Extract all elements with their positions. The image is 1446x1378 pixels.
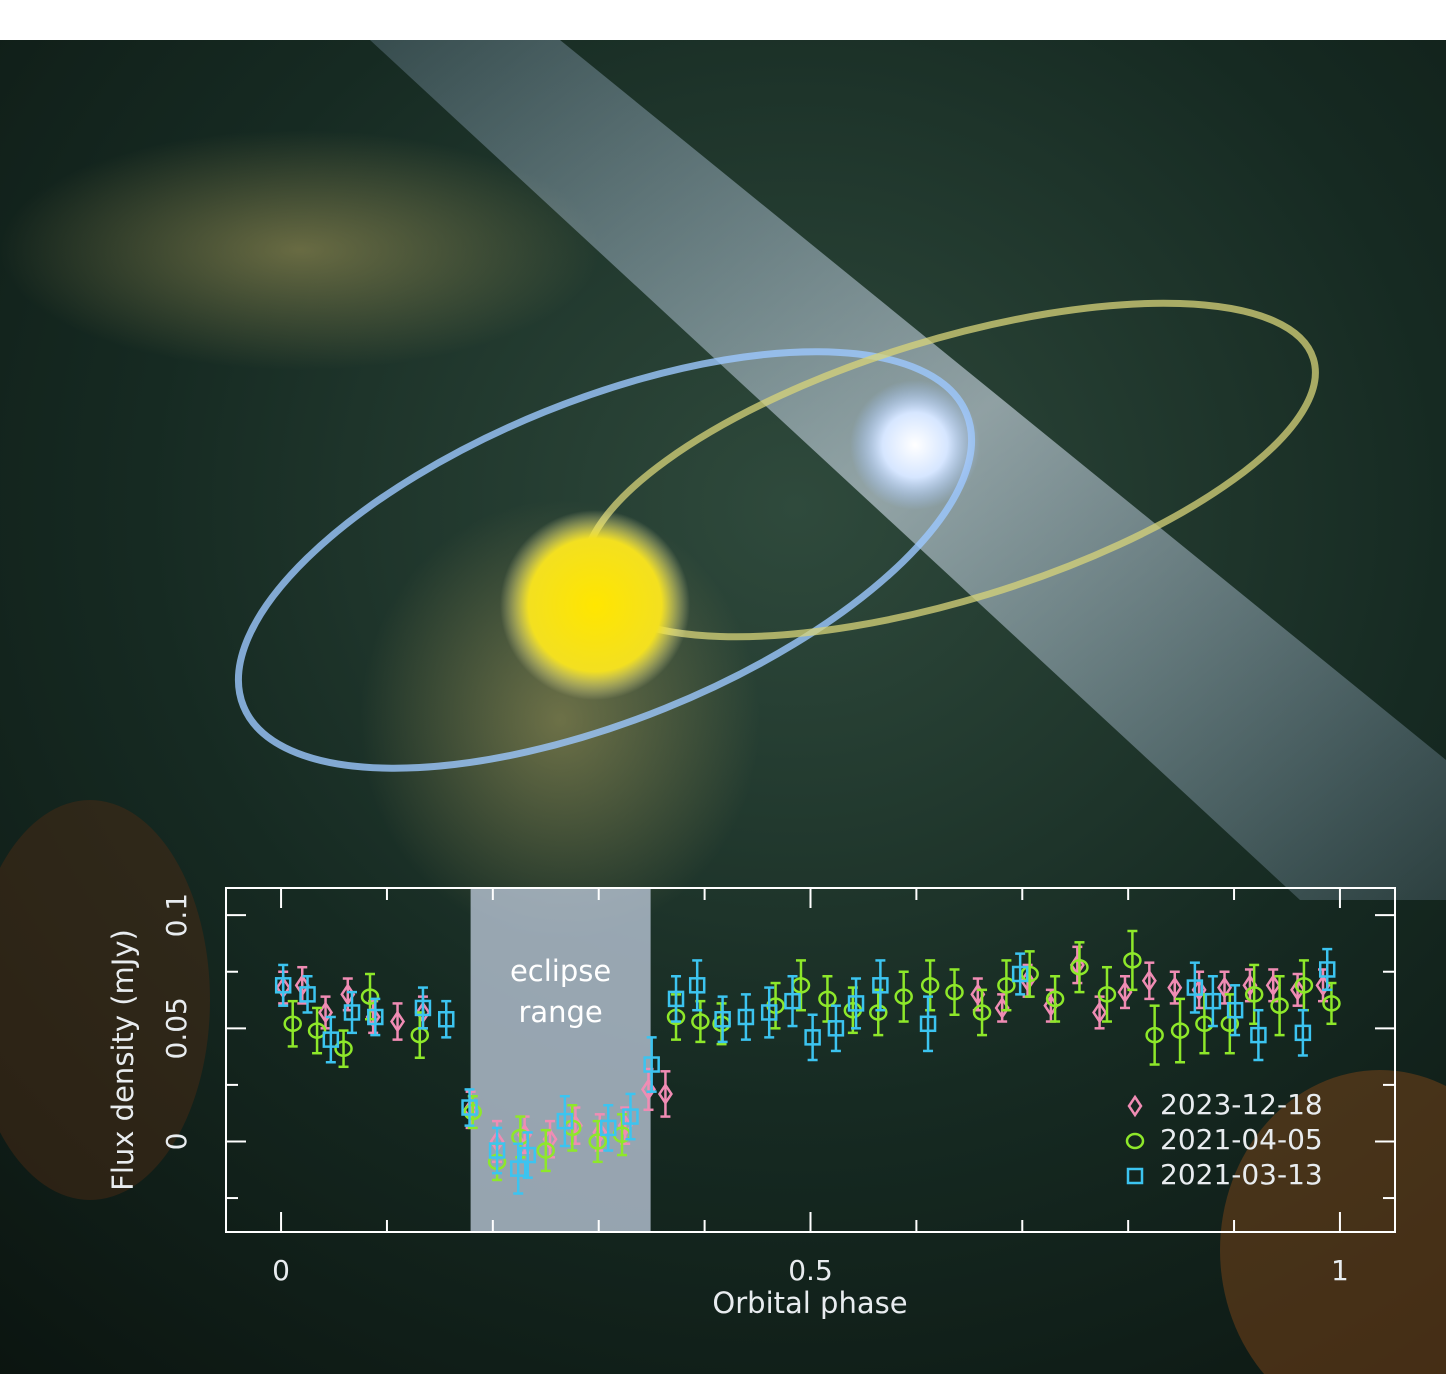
data-point [1322,995,1341,1012]
data-point [1265,974,1281,997]
data-point [1226,1001,1244,1019]
data-point [1170,1022,1190,1039]
data-point [274,977,292,994]
data-point [488,1142,506,1159]
data-point [1250,1026,1267,1044]
y-tick-label: 0 [160,1133,193,1151]
data-point [737,1008,755,1026]
data-point [322,1031,340,1048]
data-point [1318,961,1336,978]
annotation-text: eclipse [510,954,611,988]
data-point [299,986,316,1003]
data-point [414,999,432,1017]
data-point [1167,976,1183,999]
data-point [307,1022,327,1039]
data-point [1244,986,1264,1003]
x-tick-label: 1 [1331,1254,1349,1287]
data-point [600,1119,617,1137]
data-point [1020,965,1039,983]
data-point [510,1160,527,1177]
data-point [318,1001,334,1024]
data-point [818,990,837,1008]
data-point [945,983,964,1001]
legend-label: 2021-03-13 [1160,1158,1323,1191]
data-point [390,1010,406,1033]
data-point [784,992,801,1010]
data-point [343,1004,361,1021]
data-point [461,1099,478,1116]
legend-marker [1127,1094,1143,1118]
data-point [869,1004,888,1021]
data-point [919,1015,937,1033]
data-point [827,1020,845,1037]
data-point [437,1011,455,1028]
data-point [622,1108,639,1125]
data-point [804,1029,821,1046]
x-tick-label: 0.5 [788,1254,833,1287]
data-point [1045,990,1065,1008]
data-point [1186,979,1204,996]
data-point [997,977,1016,994]
data-point [894,988,913,1005]
data-point [592,1121,608,1144]
data-point [1070,958,1089,976]
data-point [1097,986,1117,1003]
background-art [0,40,1446,1378]
legend-label: 2021-04-05 [1160,1123,1323,1156]
data-point [283,1015,302,1033]
data-point [643,1056,660,1073]
data-point [1141,969,1157,993]
data-point [972,1004,992,1021]
y-tick-label: 0.1 [160,893,193,938]
data-point [556,1112,574,1130]
data-point [1217,976,1233,999]
data-point [588,1133,607,1150]
data-point [1294,977,1314,994]
data-point [760,1004,778,1021]
data-point [1294,1024,1312,1042]
data-point [519,1146,537,1164]
data-point [920,977,940,994]
data-point [1270,997,1289,1014]
data-point [688,977,706,994]
data-point [294,974,310,997]
x-tick-label: 0 [272,1254,290,1287]
data-point [1290,978,1306,1002]
eclipse-band [470,888,651,1232]
data-point [847,995,865,1012]
data-point [714,1011,731,1028]
data-point [360,988,380,1005]
data-point [463,1103,482,1121]
data-point [667,990,685,1008]
y-axis-title: Flux density (mJy) [106,929,140,1191]
data-point [367,1008,384,1026]
data-point [1145,1026,1164,1044]
data-point [1092,1001,1108,1024]
data-point [872,977,889,994]
legend-marker [1125,1132,1145,1150]
data-point [1204,992,1222,1010]
legend-marker [1126,1167,1144,1185]
data-point [536,1142,556,1159]
data-point [1011,965,1029,983]
x-axis-title: Orbital phase [712,1286,907,1320]
y-tick-label: 0.05 [160,997,193,1059]
legend-label: 2023-12-18 [1160,1088,1323,1121]
annotation-text: range [518,995,602,1029]
data-point [1123,952,1142,969]
data-point [657,1082,673,1106]
data-point [334,1040,353,1057]
data-point [691,1013,710,1030]
